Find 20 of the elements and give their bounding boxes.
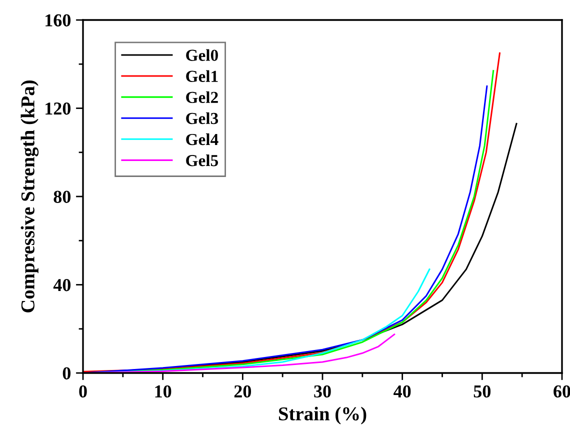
legend-label: Gel1 xyxy=(186,70,218,82)
x-tick-label: 40 xyxy=(394,385,411,398)
y-tick-label: 120 xyxy=(46,102,71,115)
x-tick-label: 10 xyxy=(155,385,172,398)
y-axis-title: Compressive Strength (kPa) xyxy=(20,80,39,312)
legend-label: Gel0 xyxy=(186,49,218,61)
y-tick-label: 160 xyxy=(46,14,71,26)
x-tick-label: 20 xyxy=(234,385,252,398)
legend-label: Gel3 xyxy=(186,112,218,124)
legend-label: Gel2 xyxy=(186,91,218,104)
legend-label: Gel5 xyxy=(186,154,218,166)
x-axis-title: Strain (%) xyxy=(278,406,366,424)
x-tick-label: 30 xyxy=(314,385,331,398)
y-tick-label: 0 xyxy=(62,367,71,380)
y-tick-label: 80 xyxy=(54,190,71,203)
x-tick-label: 60 xyxy=(554,385,570,398)
legend-label: Gel4 xyxy=(186,133,218,146)
y-tick-label: 40 xyxy=(53,279,71,292)
x-tick-label: 0 xyxy=(79,385,87,398)
x-tick-label: 50 xyxy=(474,385,491,398)
